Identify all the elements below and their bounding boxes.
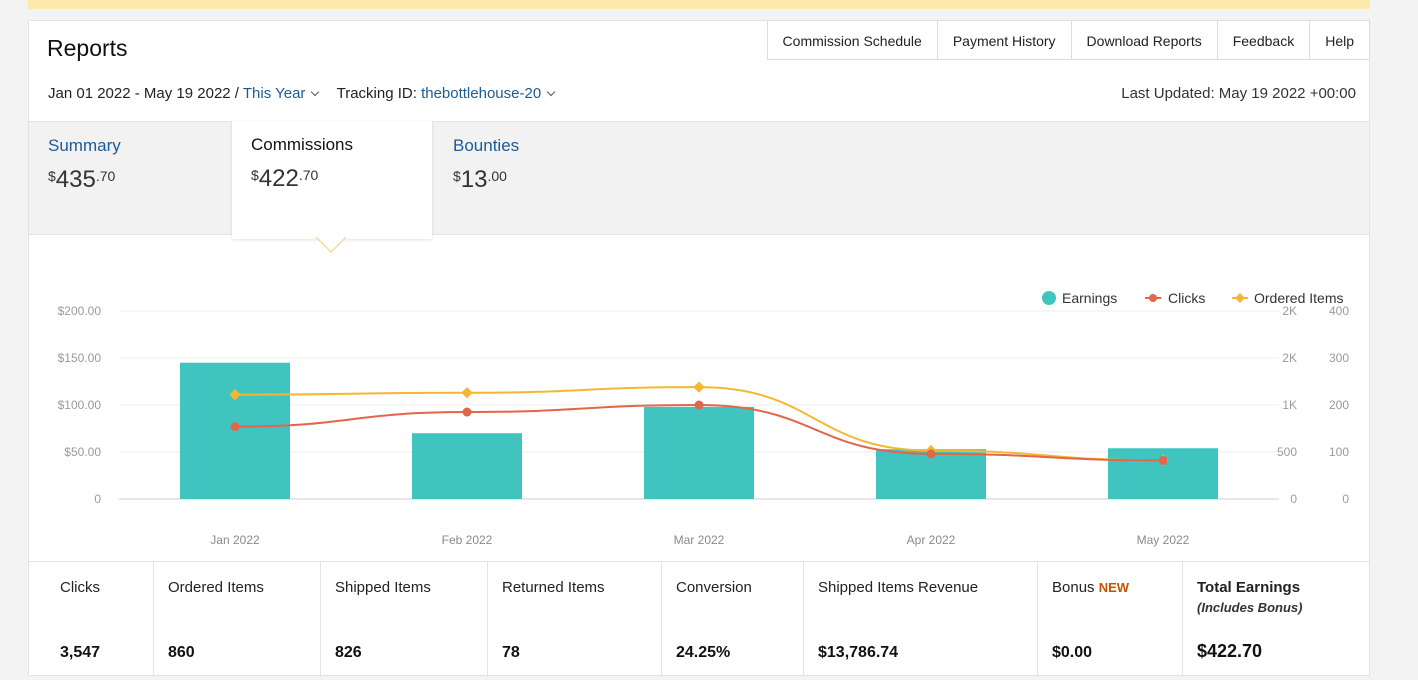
active-tab-pointer [316, 237, 346, 253]
y-left-tick-label: $200.00 [58, 304, 102, 318]
metric-ordered-items: Ordered Items 860 [154, 562, 321, 676]
metric-clicks: Clicks 3,547 [46, 562, 154, 676]
tab-download-reports[interactable]: Download Reports [1071, 20, 1218, 60]
y-right-items-tick-label: 400 [1329, 304, 1349, 318]
summary-band: Summary $435.70 Bounties $13.00 [29, 121, 1369, 235]
commissions-label: Commissions [251, 135, 354, 154]
y-left-tick-label: 0 [94, 492, 101, 506]
report-tabs: Commission Schedule Payment History Down… [766, 20, 1370, 60]
point-clicks [230, 422, 240, 432]
legend-clicks-label: Clicks [1168, 290, 1205, 306]
reports-panel: Reports Commission Schedule Payment Hist… [28, 20, 1370, 676]
metric-shipped-items: Shipped Items 826 [321, 562, 488, 676]
metric-conversion: Conversion 24.25% [662, 562, 804, 676]
metric-bonus: Bonus NEW $0.00 [1038, 562, 1183, 676]
last-updated: Last Updated: May 19 2022 +00:00 [1121, 85, 1356, 102]
commissions-stat[interactable]: Commissions $422.70 [232, 121, 432, 239]
y-right-clicks-tick-label: 2K [1282, 351, 1297, 365]
legend-ordered-items-label: Ordered Items [1254, 290, 1343, 306]
y-right-clicks-tick-label: 500 [1277, 445, 1297, 459]
y-right-clicks-tick-label: 1K [1282, 398, 1297, 412]
point-clicks [1158, 455, 1168, 465]
y-right-items-tick-label: 300 [1329, 351, 1349, 365]
bar-earnings [412, 433, 522, 499]
y-right-items-tick-label: 0 [1342, 492, 1349, 506]
bounties-label[interactable]: Bounties [453, 136, 520, 155]
x-tick-label: Apr 2022 [907, 533, 956, 547]
chevron-down-icon[interactable] [546, 87, 556, 97]
tab-commission-schedule[interactable]: Commission Schedule [766, 20, 938, 60]
report-filters: Jan 01 2022 - May 19 2022 / This Year Tr… [48, 85, 560, 102]
y-left-tick-label: $150.00 [58, 351, 102, 365]
tab-help[interactable]: Help [1310, 20, 1370, 60]
point-ordered-items [693, 381, 705, 393]
point-ordered-items [461, 387, 473, 399]
x-tick-label: May 2022 [1137, 533, 1190, 547]
new-badge: NEW [1098, 580, 1130, 595]
legend-clicks-swatch [1149, 294, 1157, 302]
chevron-down-icon[interactable] [311, 87, 320, 97]
metric-shipped-revenue: Shipped Items Revenue $13,786.74 [804, 562, 1038, 676]
page-title: Reports [47, 35, 128, 61]
tab-payment-history[interactable]: Payment History [937, 20, 1072, 60]
tracking-id-dropdown[interactable]: thebottlehouse-20 [421, 85, 542, 102]
legend-ordered-items-swatch [1235, 293, 1245, 303]
notice-banner [28, 0, 1370, 9]
period-dropdown[interactable]: This Year [242, 85, 306, 102]
point-clicks [926, 449, 936, 459]
bounties-amount: $13.00 [453, 166, 507, 193]
summary-label[interactable]: Summary [48, 136, 121, 155]
point-clicks [462, 407, 472, 417]
summary-stat[interactable]: Summary $435.70 [48, 136, 121, 194]
y-right-clicks-tick-label: 0 [1290, 492, 1297, 506]
bounties-stat[interactable]: Bounties $13.00 [453, 136, 519, 194]
tracking-label: Tracking ID: [336, 85, 417, 102]
x-tick-label: Feb 2022 [442, 533, 493, 547]
y-right-items-tick-label: 100 [1329, 445, 1349, 459]
commissions-amount: $422.70 [251, 165, 319, 192]
earnings-chart: 0 $50.00 $100.00 $150.00 $200.00 0 500 1K 2K 2K 0 1… [58, 290, 1350, 547]
y-right-items-tick-label: 200 [1329, 398, 1349, 412]
metrics-row: Clicks 3,547 Ordered Items 860 Shipped Ite… [29, 561, 1369, 676]
metric-total-earnings: Total Earnings (Includes Bonus) $422.70 [1197, 579, 1303, 661]
x-tick-label: Mar 2022 [674, 533, 725, 547]
date-range: Jan 01 2022 - May 19 2022 / [48, 85, 239, 102]
point-ordered-items [229, 389, 241, 401]
y-left-tick-label: $100.00 [58, 398, 102, 412]
summary-amount: $435.70 [48, 166, 116, 193]
legend-earnings-label: Earnings [1062, 290, 1117, 306]
y-left-tick-label: $50.00 [64, 445, 101, 459]
x-tick-label: Jan 2022 [210, 533, 260, 547]
y-right-clicks-tick-label: 2K [1282, 304, 1297, 318]
bar-earnings [644, 406, 754, 499]
legend-earnings-swatch [1042, 291, 1056, 305]
point-clicks [694, 400, 704, 410]
metric-returned-items: Returned Items 78 [488, 562, 662, 676]
tab-feedback[interactable]: Feedback [1217, 20, 1311, 60]
